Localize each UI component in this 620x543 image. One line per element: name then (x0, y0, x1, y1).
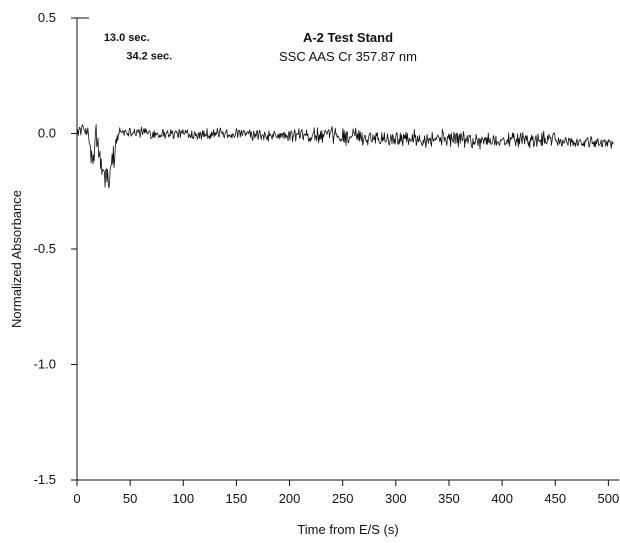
x-tick-label: 300 (385, 491, 407, 506)
y-ticks: 0.5 0.0 -0.5 -1.0 -1.5 (34, 10, 77, 487)
series-layer (76, 124, 614, 189)
chart-subtitle: SSC AAS Cr 357.87 nm (279, 49, 417, 64)
x-tick-label: 0 (73, 491, 80, 506)
y-tick-label: -0.5 (34, 241, 56, 256)
y-axis-title: Normalized Absorbance (9, 190, 24, 328)
x-tick-label: 200 (279, 491, 301, 506)
y-tick-label: 0.5 (38, 10, 56, 25)
x-tick-label: 100 (172, 491, 194, 506)
x-tick-label: 350 (438, 491, 460, 506)
x-tick-label: 50 (123, 491, 137, 506)
x-tick-label: 400 (491, 491, 513, 506)
annotation-label: 13.0 sec. (104, 32, 150, 44)
x-ticks: 0 50 100 150 200 250 300 350 400 450 500 (73, 480, 619, 506)
annotation-label: 34.2 sec. (126, 51, 172, 63)
x-axis-title: Time from E/S (s) (297, 522, 398, 537)
x-tick-label: 450 (544, 491, 566, 506)
y-tick-label: 0.0 (38, 126, 56, 141)
y-tick-label: -1.5 (34, 472, 56, 487)
axes (76, 17, 619, 481)
x-tick-label: 150 (226, 491, 248, 506)
x-tick-label: 250 (332, 491, 354, 506)
chart-title: A-2 Test Stand (303, 30, 393, 45)
x-tick-label: 500 (598, 491, 620, 506)
y-tick-label: -1.0 (34, 357, 56, 372)
series-line (76, 124, 614, 189)
annotations-layer: 13.0 sec. 34.2 sec. (104, 32, 172, 62)
